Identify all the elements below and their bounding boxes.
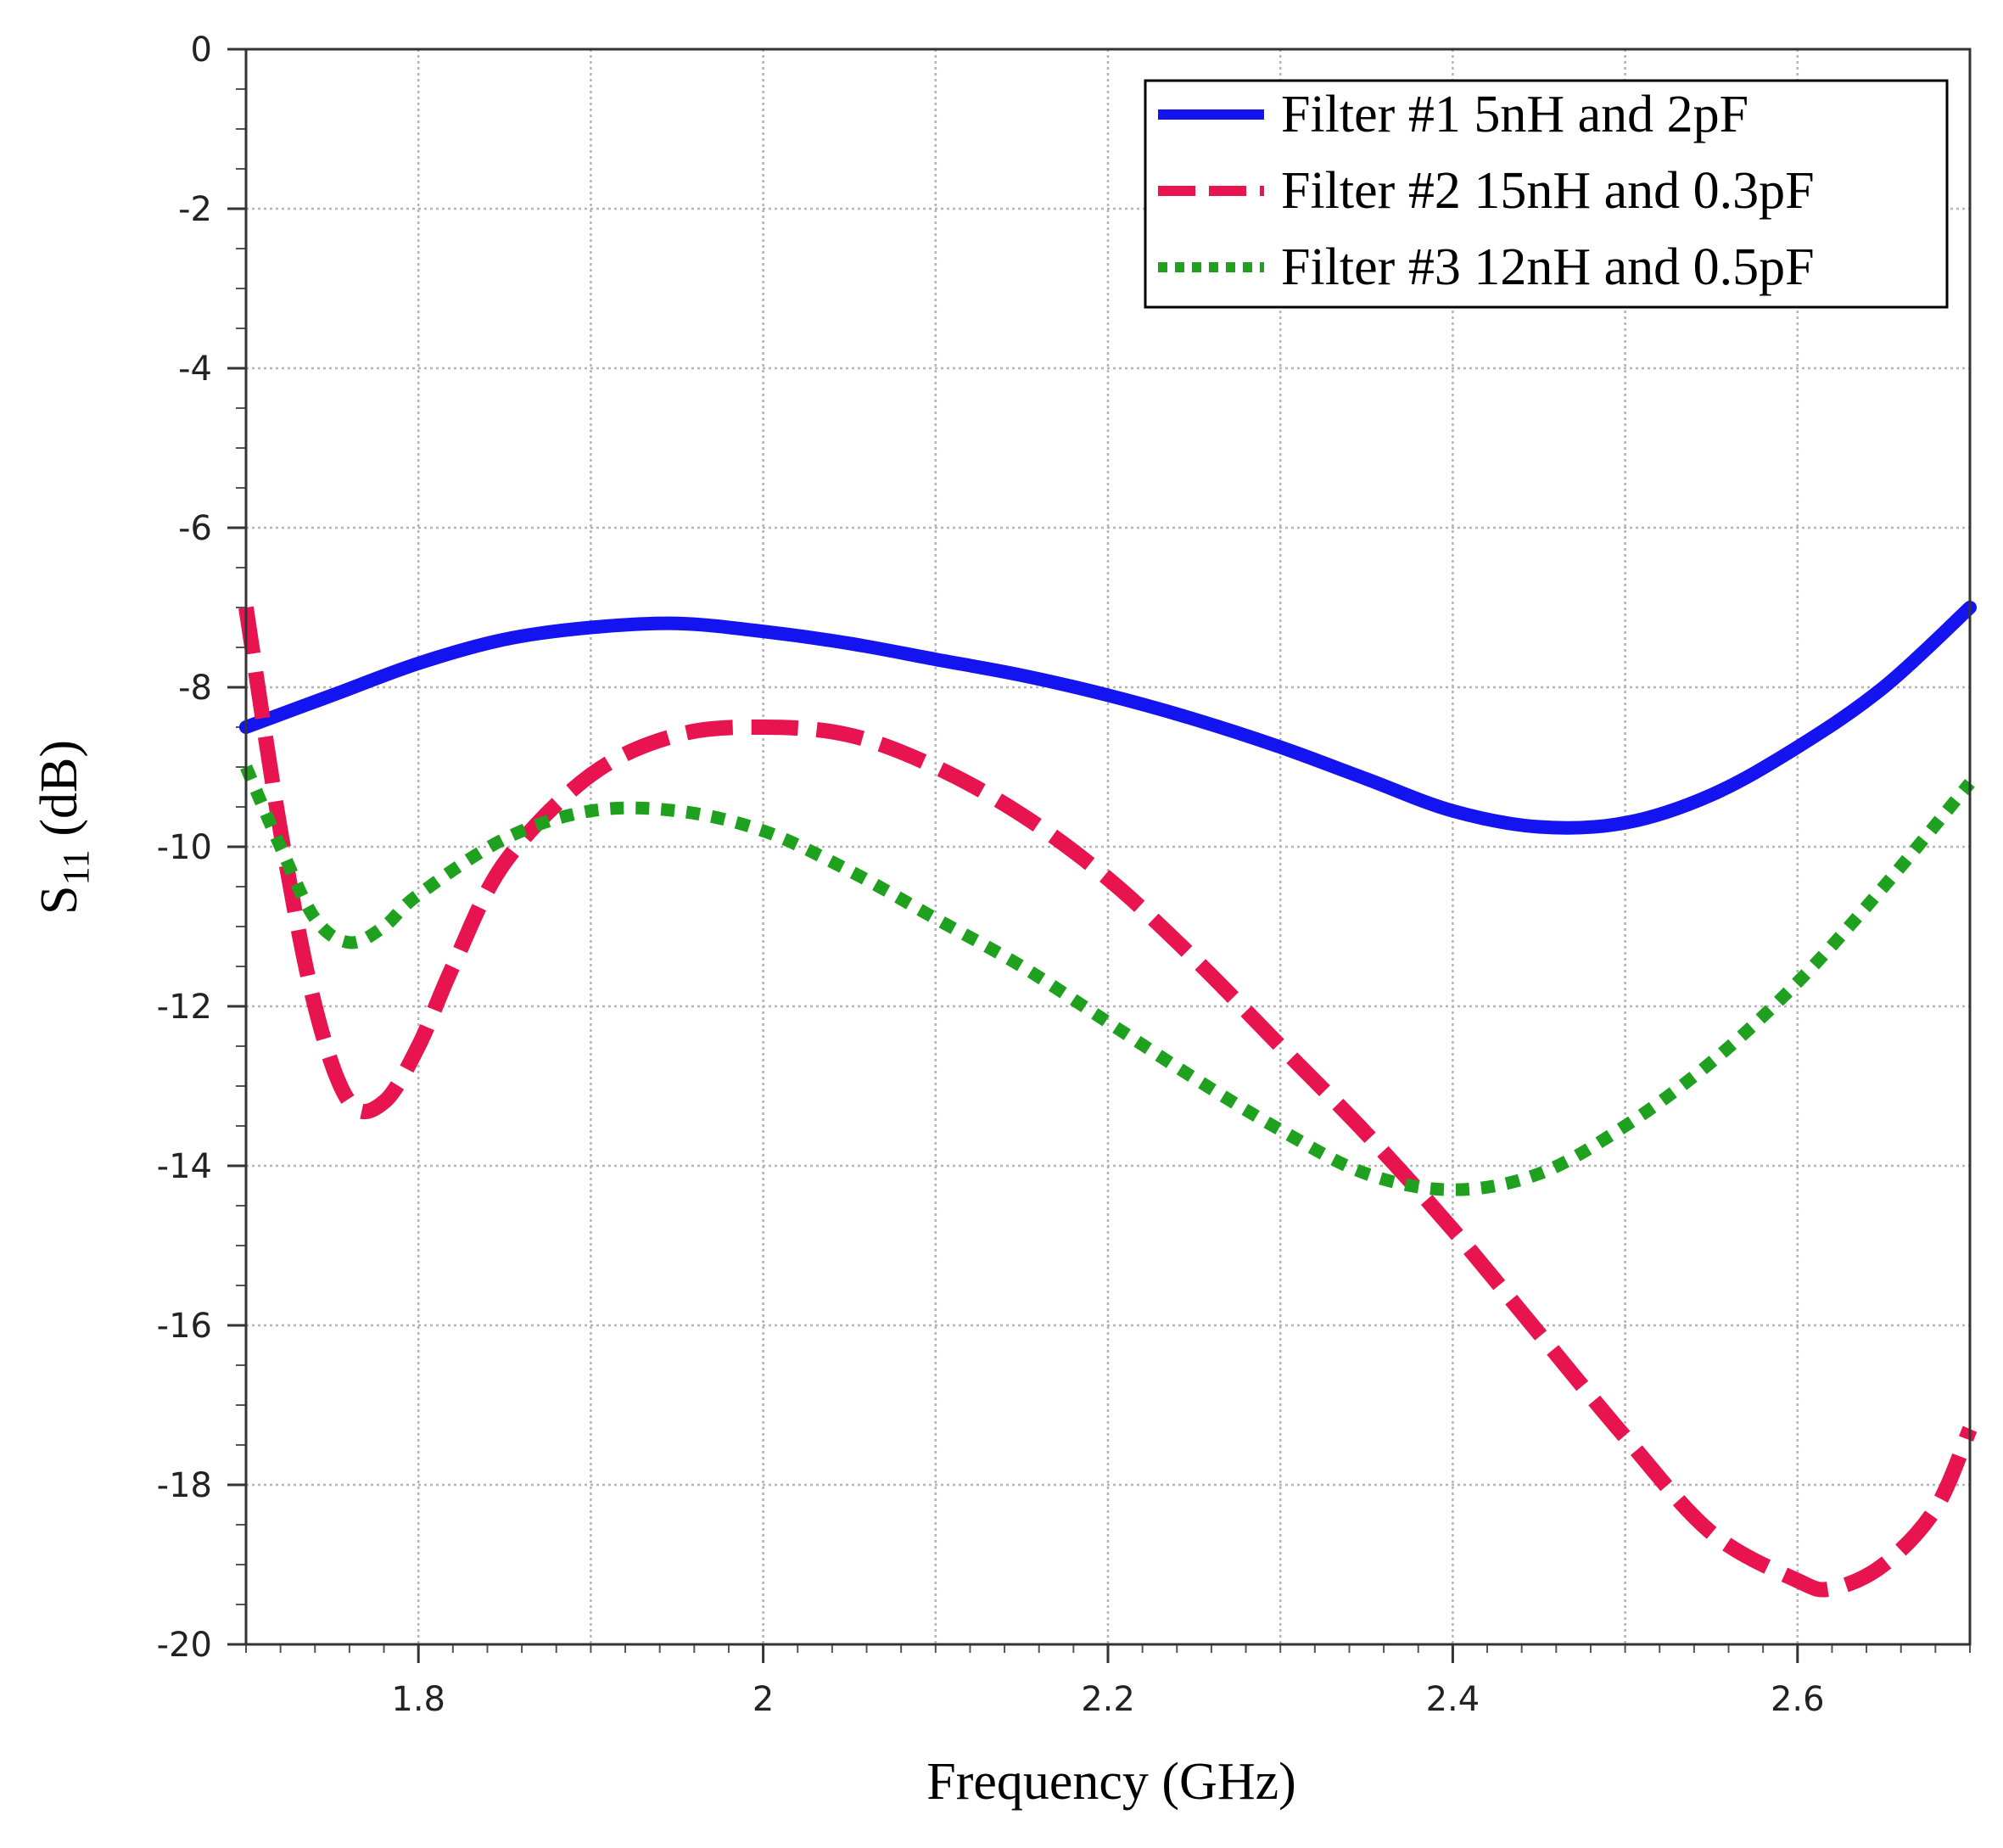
y-axis-title-subscript: 11 [55, 849, 97, 885]
x-tick-label-0: 1.8 [391, 1680, 445, 1719]
y-tick-label-0: 0 [191, 31, 212, 70]
legend: Filter #1 5nH and 2pF Filter #2 15nH and … [1144, 79, 1949, 309]
legend-label-3: Filter #3 12nH and 0.5pF [1281, 238, 1815, 296]
y-tick-label-2: -4 [178, 350, 212, 389]
y-tick-label-9: -18 [157, 1466, 212, 1505]
legend-box [1144, 79, 1949, 309]
y-axis-title-suffix: (dB) [31, 740, 88, 849]
y-tick-label-3: -6 [178, 509, 212, 548]
y-tick-label-10: -20 [157, 1626, 212, 1665]
y-axis-title-base: S [31, 886, 88, 915]
data-series [238, 601, 1978, 1598]
y-axis-title-group: S11 (dB) [31, 740, 97, 915]
y-tick-label-7: -14 [157, 1147, 212, 1186]
y-tick-label-4: -8 [178, 669, 212, 708]
series-line-2 [238, 606, 1978, 1598]
x-tick-label-4: 2.6 [1771, 1680, 1825, 1719]
grid-lines [246, 49, 1970, 1644]
legend-label-1: Filter #1 5nH and 2pF [1281, 86, 1748, 143]
x-axis-title-group: Frequency (GHz) [926, 1753, 1296, 1811]
legend-label-2: Filter #2 15nH and 0.3pF [1281, 162, 1815, 220]
series-line-1 [239, 601, 1977, 835]
y-tick-label-1: -2 [178, 190, 212, 229]
x-tick-label-2: 2.2 [1081, 1680, 1135, 1719]
x-axis-title: Frequency (GHz) [926, 1753, 1296, 1811]
x-tick-label-1: 2 [753, 1680, 774, 1719]
x-tick-label-3: 2.4 [1426, 1680, 1480, 1719]
y-tick-label-8: -16 [157, 1307, 212, 1346]
x-axis-ticks: 1.8 2 2.2 2.4 2.6 [391, 1644, 1825, 1719]
series-line-3 [240, 764, 1975, 1196]
y-tick-label-5: -10 [157, 828, 212, 867]
y-axis-ticks: 0 -2 -4 -6 -8 -10 -12 -14 -16 -18 -20 [157, 31, 246, 1665]
y-axis-title: S11 (dB) [31, 740, 97, 915]
y-tick-label-6: -12 [157, 988, 212, 1027]
